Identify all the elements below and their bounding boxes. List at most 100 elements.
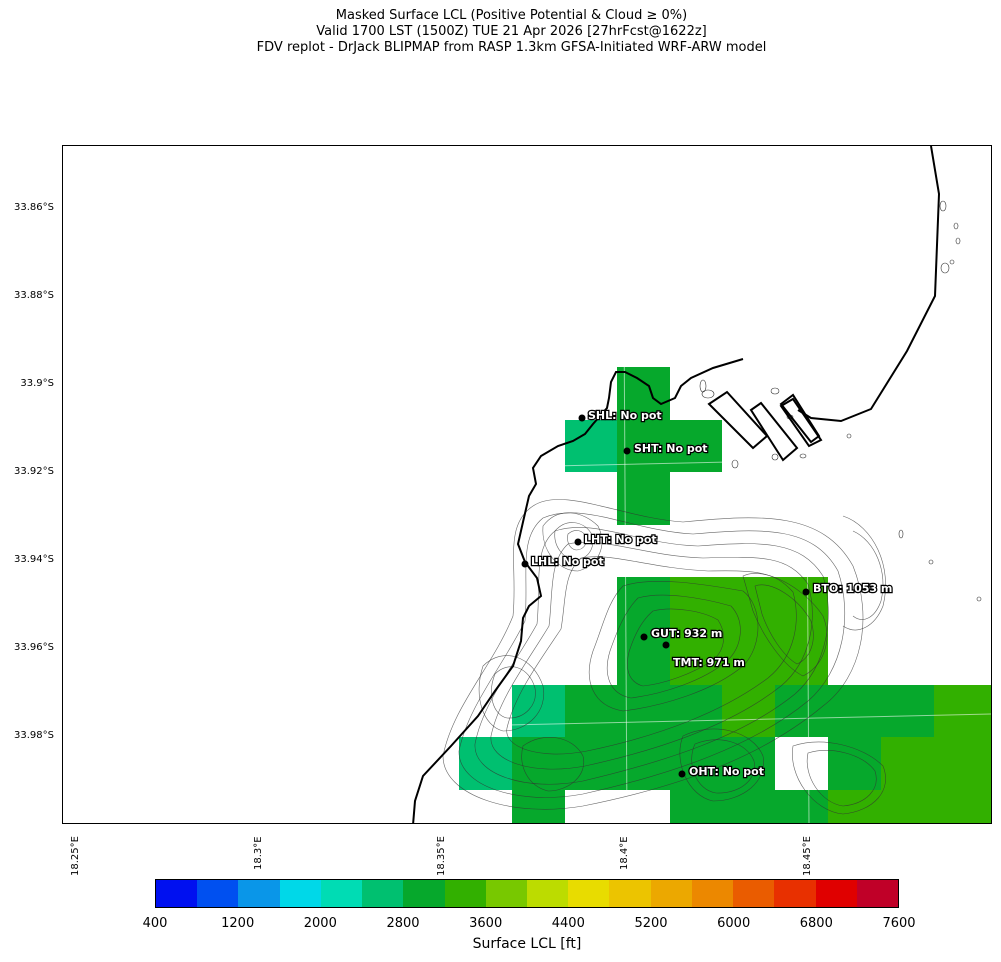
colorbar-segment: [609, 880, 651, 907]
colorbar-tick: 4400: [551, 916, 585, 931]
colorbar-tick: 2000: [303, 916, 337, 931]
colorbar-segment: [279, 880, 321, 907]
colorbar-segment: [568, 880, 610, 907]
coastline: [412, 146, 941, 823]
lcl-cell: [722, 685, 775, 737]
station-marker: [678, 770, 686, 778]
lcl-cell: [670, 577, 722, 630]
station-marker: [578, 414, 586, 422]
station-marker: [521, 560, 529, 568]
lcl-cell: [775, 577, 828, 630]
lcl-cell: [828, 737, 881, 790]
colorbar-tick: 3600: [469, 916, 503, 931]
colorbar-segment: [320, 880, 363, 907]
lcl-cell: [722, 790, 775, 823]
colorbar-segment: [815, 880, 857, 907]
station-sht[interactable]: SHT: No pot: [623, 441, 709, 456]
lcl-cell: [881, 790, 934, 823]
lcl-cell: [459, 737, 512, 790]
lcl-cell: [670, 790, 722, 823]
colorbar-tick: 400: [142, 916, 168, 931]
lcl-cell: [934, 685, 991, 737]
lcl-cell: [670, 685, 722, 737]
lcl-cell: [512, 737, 565, 790]
map-area[interactable]: SHL: No pot SHT: No pot LHT: No pot LHL:…: [62, 145, 992, 824]
lat-label: 33.86°S: [14, 202, 54, 213]
station-bto[interactable]: BTO: 1053 m: [802, 581, 894, 596]
lat-label: 33.92°S: [14, 466, 54, 477]
lcl-cell: [512, 685, 565, 737]
lcl-cell: [617, 577, 670, 630]
colorbar-segment: [444, 880, 486, 907]
station-label: GUT: 932 m: [651, 627, 722, 640]
colorbar-segment: [691, 880, 734, 907]
colorbar-segment: [362, 880, 404, 907]
station-label: LHL: No pot: [531, 555, 604, 568]
lat-label: 33.9°S: [20, 378, 54, 389]
lcl-cell: [828, 790, 881, 823]
lcl-cell: [934, 737, 991, 790]
colorbar-segment: [526, 880, 569, 907]
lcl-cell: [722, 737, 775, 790]
colorbar-segment: [156, 880, 198, 907]
colorbar-segment: [733, 880, 775, 907]
lcl-cell: [565, 737, 617, 790]
lcl-field: [459, 367, 991, 823]
lcl-cell: [775, 630, 828, 685]
lcl-cell: [670, 737, 722, 790]
lcl-cell: [512, 790, 565, 823]
lcl-cell: [828, 685, 881, 737]
station-label: OHT: No pot: [689, 765, 764, 778]
station-marker: [802, 588, 810, 596]
colorbar-tick: 6000: [717, 916, 751, 931]
colorbar-segment: [403, 880, 445, 907]
colorbar-tick: 2800: [386, 916, 420, 931]
colorbar-tick: 5200: [634, 916, 668, 931]
lcl-cell: [934, 790, 991, 823]
station-tmt[interactable]: TMT: 971 m: [662, 641, 746, 670]
colorbar-segment: [856, 880, 898, 907]
chart-title: Masked Surface LCL (Positive Potential &…: [0, 8, 1001, 56]
station-lht[interactable]: LHT: No pot: [574, 532, 658, 547]
title-line-3: FDV replot - DrJack BLIPMAP from RASP 1.…: [256, 40, 767, 55]
station-marker: [640, 633, 648, 641]
title-line-2: Valid 1700 LST (1500Z) TUE 21 Apr 2026 […: [316, 24, 707, 39]
station-gut[interactable]: GUT: 932 m: [640, 626, 724, 641]
terrain-contours: [442, 499, 886, 815]
station-label: TMT: 971 m: [673, 656, 745, 669]
colorbar-label: Surface LCL [ft]: [472, 936, 582, 952]
colorbar-segment: [238, 880, 280, 907]
lon-label: 18.45°E: [802, 836, 813, 876]
lat-label: 33.88°S: [14, 290, 54, 301]
lcl-cell: [565, 420, 617, 472]
lat-label: 33.96°S: [14, 642, 54, 653]
lcl-cell: [670, 630, 722, 685]
colorbar: [155, 879, 899, 908]
station-marker: [662, 641, 670, 649]
station-marker: [623, 447, 631, 455]
colorbar-tick: 6800: [799, 916, 833, 931]
station-label: BTO: 1053 m: [813, 582, 892, 595]
lcl-cell: [881, 685, 934, 737]
lcl-cell: [565, 685, 617, 737]
graticule: [462, 146, 991, 823]
station-label: SHT: No pot: [634, 442, 708, 455]
lcl-cell: [881, 737, 934, 790]
station-shl[interactable]: SHL: No pot: [578, 408, 663, 423]
colorbar-segment: [650, 880, 692, 907]
station-lhl[interactable]: LHL: No pot: [521, 554, 605, 569]
station-marker: [574, 538, 582, 546]
lon-label: 18.3°E: [253, 836, 264, 870]
colorbar-segment: [774, 880, 816, 907]
lcl-cell: [775, 685, 828, 737]
colorbar-tick: 7600: [882, 916, 916, 931]
lon-label: 18.4°E: [619, 836, 630, 870]
station-oht[interactable]: OHT: No pot: [678, 764, 765, 779]
lon-label: 18.35°E: [436, 836, 447, 876]
lat-label: 33.98°S: [14, 730, 54, 741]
stations: SHL: No pot SHT: No pot LHT: No pot LHL:…: [521, 408, 894, 779]
station-label: SHL: No pot: [588, 409, 662, 422]
lcl-cell: [617, 737, 670, 790]
lat-label: 33.94°S: [14, 554, 54, 565]
lcl-cell: [722, 577, 775, 630]
